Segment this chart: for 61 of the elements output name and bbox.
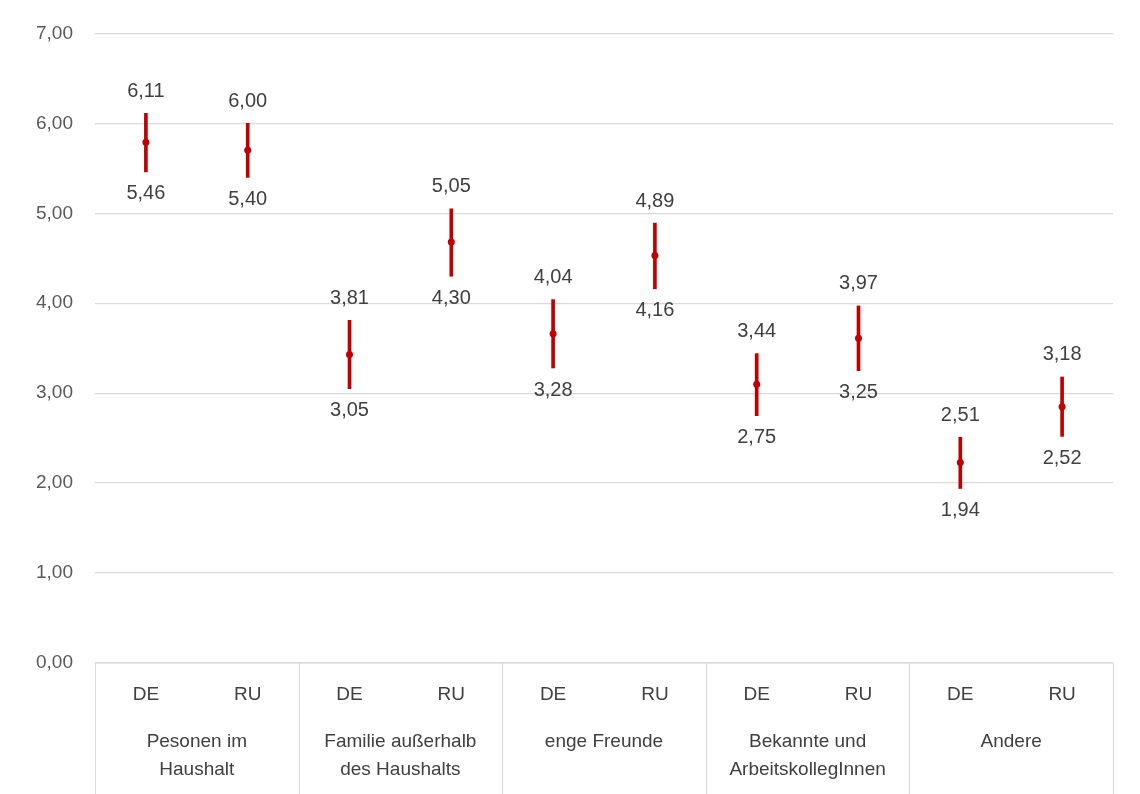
x-tick-label: DE: [132, 683, 160, 705]
annotation: 3,44: [737, 319, 777, 342]
annotation: 2,52: [1042, 445, 1082, 468]
x-tick-label: RU: [1048, 683, 1076, 705]
point: [244, 146, 252, 154]
point: [447, 238, 455, 246]
x-tick-label: DE: [947, 683, 974, 705]
text: Bekannte und ArbeitskollegInnen: [729, 730, 886, 780]
point: [346, 351, 353, 358]
y-tick-label: 5,00: [36, 201, 73, 223]
bar: [754, 353, 759, 416]
text: Familie außerhalb des Haushalts: [324, 730, 477, 780]
bar: [958, 436, 963, 489]
y-tick-label: 0,00: [36, 651, 73, 673]
point: [142, 138, 150, 146]
point: [855, 334, 862, 342]
y-tick-label: 7,00: [36, 21, 73, 43]
x-tick-label: RU: [641, 683, 669, 705]
annotation: 3,97: [839, 271, 878, 294]
text: enge Freunde: [544, 730, 664, 752]
annotation: 4,30: [431, 285, 471, 308]
y-tick-label: 4,00: [36, 291, 73, 313]
bar: [1060, 376, 1064, 437]
y-tick-label: 3,00: [36, 381, 73, 403]
annotation: 3,25: [839, 380, 878, 403]
annotation: 2,51: [940, 402, 980, 425]
bar: [653, 222, 657, 290]
text: Andere: [980, 730, 1042, 752]
point: [956, 458, 964, 466]
annotation: 1,94: [940, 498, 980, 521]
y-tick-label: 1,00: [36, 561, 73, 583]
annotation: 4,89: [635, 188, 675, 211]
x-tick-label: DE: [539, 683, 567, 705]
y-tick-label: 6,00: [36, 111, 73, 133]
annotation: 3,28: [533, 377, 573, 400]
text: Pesonen im Haushalt: [146, 730, 247, 780]
bar: [144, 113, 148, 173]
annotation: 2,75: [737, 425, 777, 448]
point: [1058, 403, 1066, 411]
x-tick-label: RU: [437, 683, 466, 705]
bar: [449, 208, 454, 277]
annotation: 3,05: [330, 398, 369, 421]
annotation: 6,00: [228, 88, 268, 111]
annotation: 4,16: [635, 298, 675, 321]
annotation: 5,46: [126, 181, 166, 204]
point: [753, 380, 761, 388]
point: [549, 330, 557, 338]
x-tick-label: DE: [336, 683, 363, 705]
annotation: 3,18: [1042, 342, 1082, 365]
x-tick-label: RU: [844, 683, 873, 705]
x-tick-label: DE: [743, 683, 770, 705]
annotation: 6,11: [127, 78, 165, 101]
bar: [551, 299, 555, 369]
annotation: 5,40: [228, 186, 268, 209]
bar: [245, 123, 250, 178]
annotation: 4,04: [533, 265, 573, 288]
annotation: 3,81: [330, 285, 369, 308]
point: [651, 252, 659, 260]
annotation: 5,05: [431, 174, 471, 197]
y-tick-label: 2,00: [36, 471, 73, 493]
x-tick-label: RU: [233, 683, 262, 705]
